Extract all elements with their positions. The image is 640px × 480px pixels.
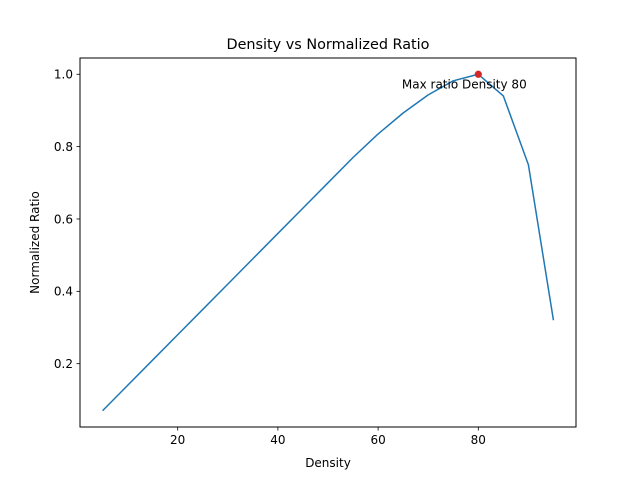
max-point (474, 70, 482, 78)
series-line (102, 73, 555, 412)
chart-title: Density vs Normalized Ratio (226, 37, 429, 53)
max-annotation: Max ratio Density 80 (402, 77, 527, 91)
y-axis-label: Normalized Ratio (28, 191, 42, 294)
axes-frame (79, 57, 577, 428)
y-tick-label: 1.0 (54, 68, 73, 82)
y-tick-label: 0.2 (54, 357, 73, 371)
y-tick-label: 0.8 (54, 140, 73, 154)
x-axis-label: Density (305, 456, 351, 470)
x-tick-label: 20 (170, 433, 185, 447)
x-tick-label: 60 (370, 433, 385, 447)
x-axis: 20 40 60 80 (170, 427, 486, 447)
x-tick-label: 80 (471, 433, 486, 447)
plot-area: Max ratio Density 80 (102, 70, 555, 412)
y-tick-label: 0.4 (54, 285, 73, 299)
y-axis: 0.2 0.4 0.6 0.8 1.0 (54, 68, 80, 371)
y-tick-label: 0.6 (54, 212, 73, 226)
x-tick-label: 40 (270, 433, 285, 447)
